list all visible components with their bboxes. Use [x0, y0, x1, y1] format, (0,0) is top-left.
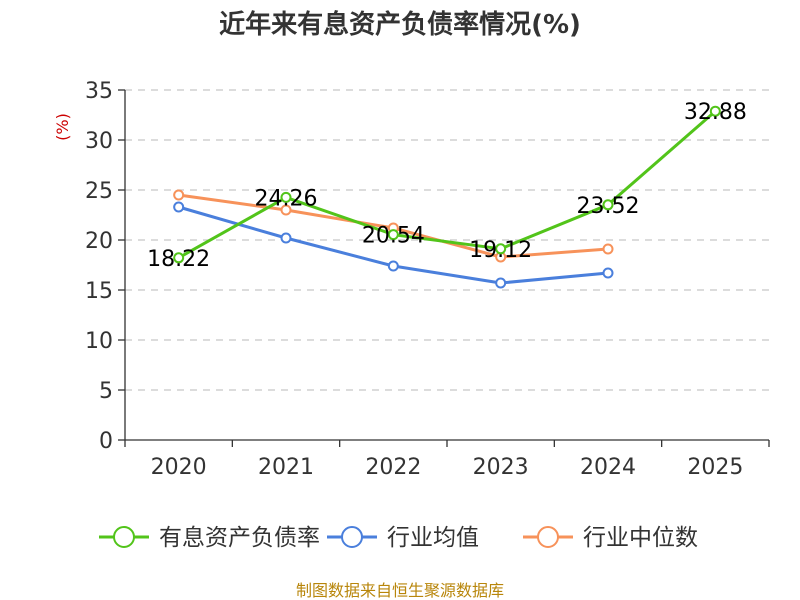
- y-tick-label: 10: [85, 329, 113, 354]
- data-point: [387, 260, 399, 272]
- y-tick-label: 20: [85, 229, 113, 254]
- legend-marker-icon: [341, 526, 363, 548]
- y-tick-label: 35: [85, 79, 113, 104]
- y-tick-label: 0: [99, 429, 113, 454]
- grid-lines: [125, 89, 769, 391]
- x-tick-label: 2022: [365, 455, 421, 480]
- data-point: [280, 232, 292, 244]
- data-point: [495, 277, 507, 289]
- legend-label: 有息资产负债率: [159, 525, 320, 551]
- data-point: [602, 243, 614, 255]
- data-point: [495, 243, 507, 255]
- series-line-1: [177, 110, 717, 260]
- data-label: 19.12: [469, 238, 532, 263]
- legend-label: 行业均值: [387, 525, 479, 551]
- series-lines: [173, 105, 721, 289]
- y-tick-label: 30: [85, 129, 113, 154]
- chart-title: 近年来有息资产负债率情况(%): [219, 9, 581, 40]
- y-tick-label: 25: [85, 179, 113, 204]
- y-axis-unit-label: (%): [53, 113, 72, 141]
- x-tick-label: 2021: [258, 455, 314, 480]
- x-tick-label: 2020: [151, 455, 207, 480]
- x-tick-label: 2024: [580, 455, 636, 480]
- legend-marker-icon: [113, 526, 135, 548]
- data-label: 32.88: [684, 100, 747, 125]
- data-point: [280, 204, 292, 216]
- data-point: [173, 189, 185, 201]
- data-point: [280, 191, 292, 203]
- data-labels: 18.22 24.26 20.54 19.12 23.52 32.88: [147, 100, 747, 272]
- data-point: [709, 105, 721, 117]
- data-label: 23.52: [577, 194, 640, 219]
- legend-item: 行业均值: [327, 525, 479, 551]
- legend-item: 行业中位数: [523, 525, 698, 551]
- x-tick-label: 2023: [473, 455, 529, 480]
- y-tick-label: 15: [85, 279, 113, 304]
- data-label: 24.26: [255, 186, 318, 211]
- x-tick-label: 2025: [687, 455, 743, 480]
- data-label: 18.22: [147, 247, 210, 272]
- data-label: 20.54: [362, 224, 425, 249]
- data-point: [173, 252, 185, 264]
- y-tick-label: 5: [99, 379, 113, 404]
- legend-item: 有息资产负债率: [99, 525, 320, 551]
- data-source-note: 制图数据来自恒生聚源数据库: [296, 581, 504, 600]
- legend-label: 行业中位数: [583, 525, 698, 551]
- data-point: [602, 267, 614, 279]
- legend: 有息资产负债率 行业均值 行业中位数: [99, 525, 698, 551]
- data-point: [387, 229, 399, 241]
- data-point: [173, 201, 185, 213]
- legend-marker-icon: [537, 526, 559, 548]
- data-point: [602, 199, 614, 211]
